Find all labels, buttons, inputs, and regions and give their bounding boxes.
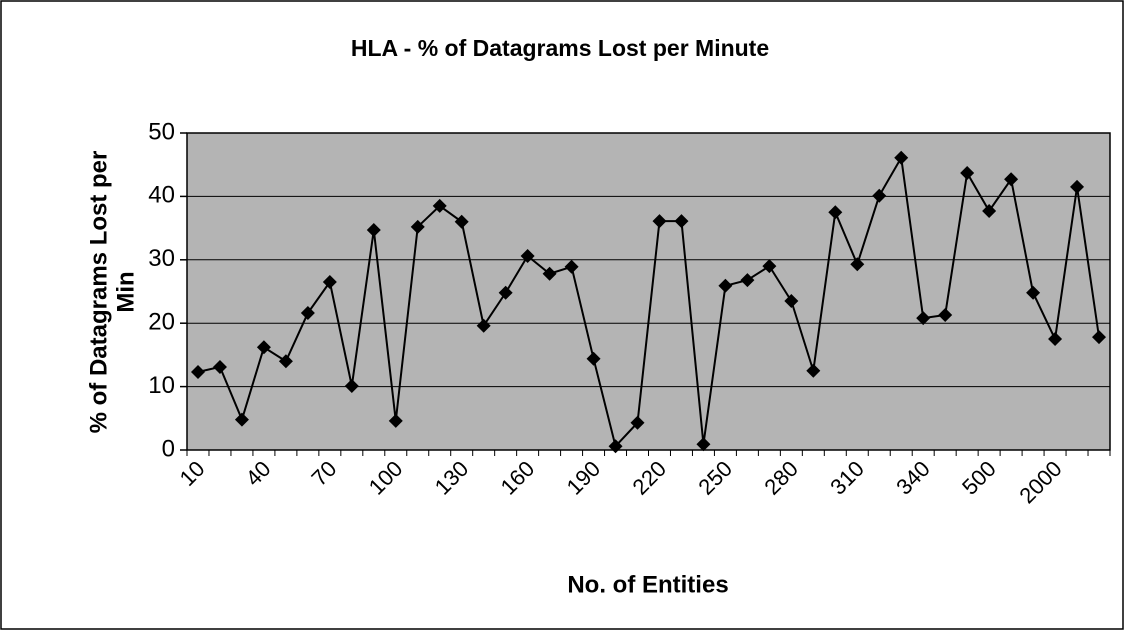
- y-axis-title-line: % of Datagrams Lost per: [85, 151, 112, 434]
- marker: [1092, 330, 1107, 345]
- marker: [872, 188, 887, 203]
- x-axis-title: No. of Entities: [567, 571, 728, 598]
- marker: [608, 439, 623, 454]
- line: [197, 154, 1100, 449]
- y-tick-label: 10: [148, 372, 175, 399]
- marker: [850, 257, 865, 272]
- marker: [960, 165, 975, 180]
- marker: [784, 294, 799, 309]
- marker: [674, 214, 689, 229]
- y-tick-label: 30: [148, 245, 175, 272]
- marker: [388, 413, 403, 428]
- marker: [1004, 172, 1019, 187]
- marker: [278, 354, 293, 369]
- marker: [366, 223, 381, 238]
- marker: [806, 363, 821, 378]
- marker: [564, 259, 579, 274]
- marker: [630, 415, 645, 430]
- y-tick-label: 40: [148, 182, 175, 209]
- y-tick-label: 0: [162, 435, 175, 462]
- marker: [1026, 285, 1041, 300]
- marker: [718, 278, 733, 293]
- y-axis-title-line: Min: [112, 271, 139, 312]
- marker: [586, 351, 601, 366]
- chart-title: HLA - % of Datagrams Lost per Minute: [351, 35, 769, 61]
- marker: [498, 285, 513, 300]
- marker: [696, 437, 711, 452]
- marker: [520, 248, 535, 263]
- marker: [916, 311, 931, 326]
- y-tick-label: 50: [148, 118, 175, 145]
- marker: [938, 307, 953, 322]
- marker: [256, 340, 271, 355]
- y-tick-label: 20: [148, 309, 175, 336]
- marker: [212, 359, 227, 374]
- marker: [762, 259, 777, 274]
- marker: [982, 203, 997, 218]
- marker: [894, 150, 909, 165]
- marker: [322, 274, 337, 289]
- marker: [542, 266, 557, 281]
- marker: [1048, 332, 1063, 347]
- marker: [652, 214, 667, 229]
- marker: [740, 273, 755, 288]
- marker: [432, 198, 447, 213]
- marker: [454, 214, 469, 229]
- plot-area: [186, 132, 1111, 451]
- y-axis-title: % of Datagrams Lost per Min: [85, 151, 139, 434]
- marker: [476, 318, 491, 333]
- marker: [234, 412, 249, 427]
- marker: [344, 378, 359, 393]
- marker: [410, 219, 425, 234]
- marker: [300, 306, 315, 321]
- marker: [828, 205, 843, 220]
- marker: [1070, 179, 1085, 194]
- marker: [190, 365, 205, 380]
